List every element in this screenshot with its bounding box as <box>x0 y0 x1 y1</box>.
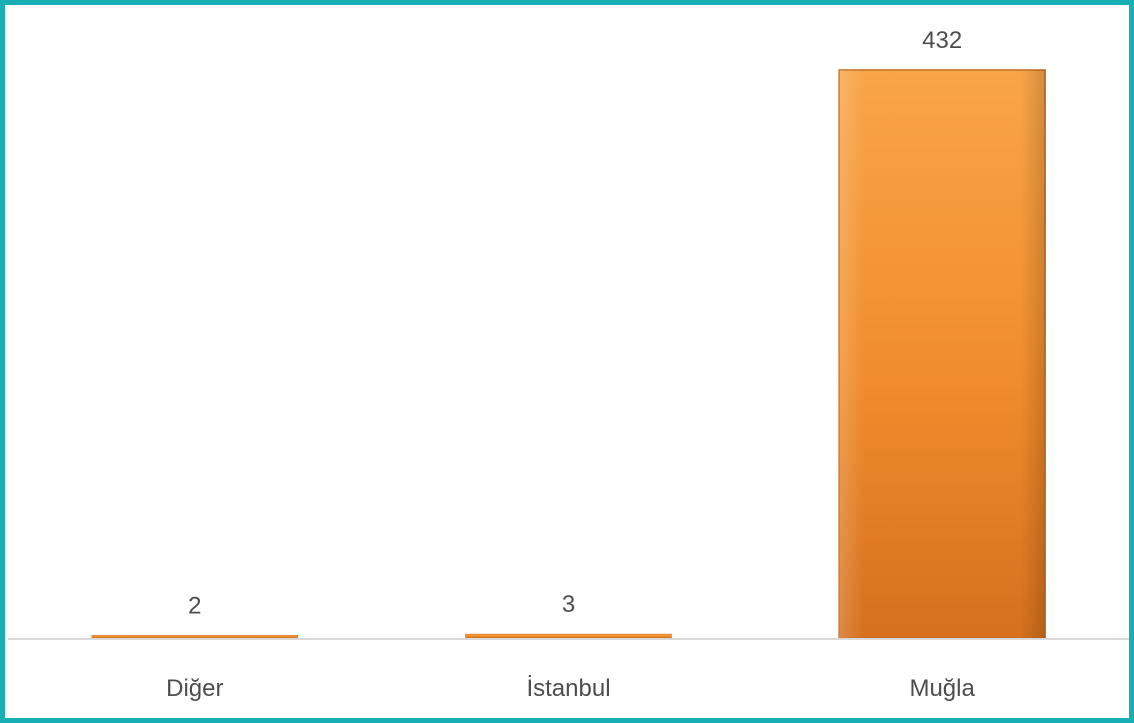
bar-shading-2 <box>839 70 1046 638</box>
category-label-2: Muğla <box>909 675 975 702</box>
bar-1 <box>465 633 672 639</box>
category-label-0: Diğer <box>166 675 223 702</box>
bar-0 <box>91 635 299 639</box>
data-label-2: 432 <box>922 27 962 54</box>
data-label-0: 2 <box>188 592 201 619</box>
category-label-1: İstanbul <box>526 675 610 702</box>
data-label-1: 3 <box>562 591 575 618</box>
